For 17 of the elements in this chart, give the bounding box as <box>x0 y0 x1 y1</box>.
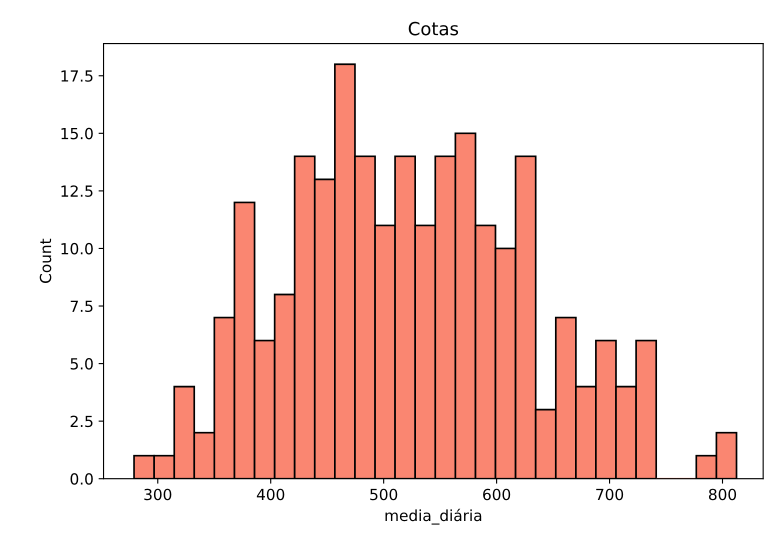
chart-title: Cotas <box>408 22 458 36</box>
y-axis-title: Count <box>40 238 52 283</box>
x-tick-label: 500 <box>370 488 398 500</box>
y-tick-label: 7.5 <box>70 300 92 312</box>
y-tick-label: 0.0 <box>70 473 93 485</box>
y-tick-label: 15.0 <box>61 128 93 140</box>
x-tick-label: 300 <box>144 488 172 500</box>
x-tick-label: 400 <box>256 488 284 500</box>
x-tick-label: 800 <box>708 488 736 500</box>
y-tick-label: 17.5 <box>61 70 92 82</box>
y-tick-label: 5.0 <box>70 358 93 370</box>
x-tick-label: 700 <box>596 488 624 500</box>
x-axis-title: media_diária <box>386 508 482 525</box>
y-tick-label: 10.0 <box>61 242 93 254</box>
y-tick-label: 12.5 <box>61 185 92 197</box>
x-tick-label: 600 <box>483 488 510 500</box>
y-tick-label: 2.5 <box>70 416 92 428</box>
